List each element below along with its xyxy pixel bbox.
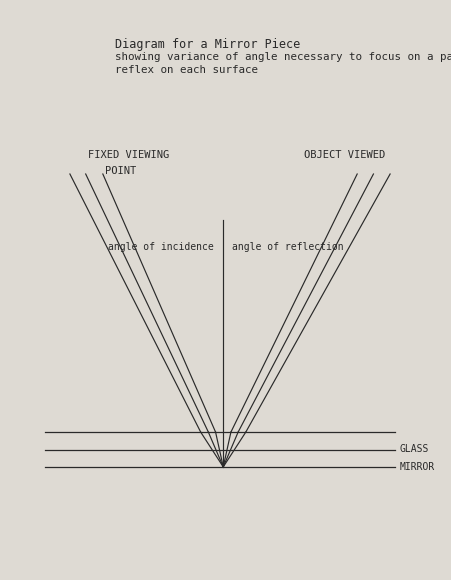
Text: POINT: POINT xyxy=(105,166,136,176)
Text: reflex on each surface: reflex on each surface xyxy=(115,65,258,75)
Text: showing variance of angle necessary to focus on a particular: showing variance of angle necessary to f… xyxy=(115,52,451,62)
Text: GLASS: GLASS xyxy=(399,444,428,455)
Text: angle of reflection: angle of reflection xyxy=(232,241,344,252)
Text: Diagram for a Mirror Piece: Diagram for a Mirror Piece xyxy=(115,38,300,50)
Text: OBJECT VIEWED: OBJECT VIEWED xyxy=(304,150,386,160)
Text: MIRROR: MIRROR xyxy=(399,462,434,472)
Text: FIXED VIEWING: FIXED VIEWING xyxy=(88,150,169,160)
Text: angle of incidence: angle of incidence xyxy=(109,241,214,252)
